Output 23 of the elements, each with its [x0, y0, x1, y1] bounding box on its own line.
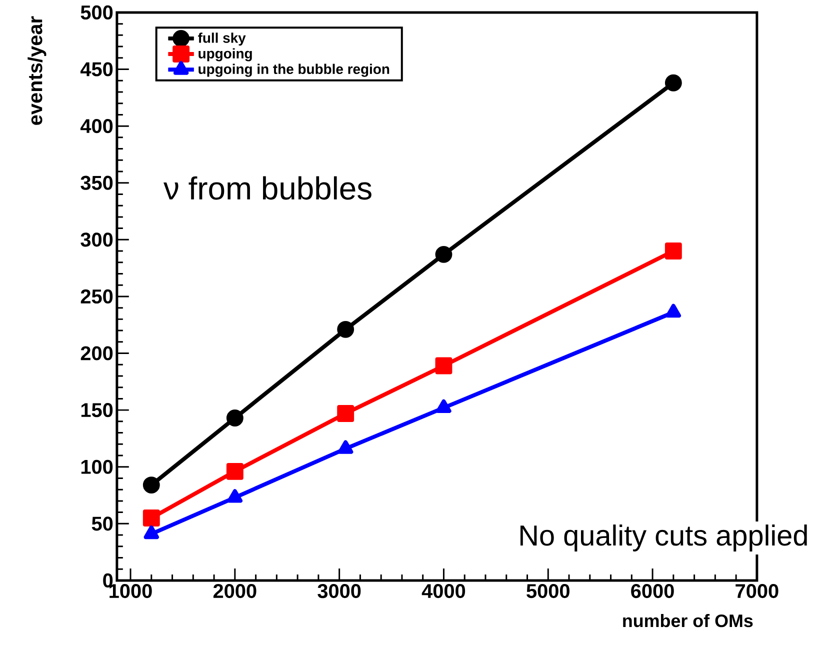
y-axis-title: events/year	[28, 16, 46, 125]
annotation: ν from bubbles	[164, 176, 372, 200]
legend-label: full sky	[198, 32, 246, 46]
x-tick-label: 2000	[213, 584, 256, 598]
x-tick-label: 3000	[318, 584, 361, 598]
y-tick-label: 400	[80, 119, 113, 134]
y-tick-label: 350	[80, 176, 113, 190]
x-tick-label: 7000	[736, 584, 778, 598]
y-tick-label: 300	[80, 232, 113, 247]
annotation: No quality cuts applied	[520, 524, 807, 552]
y-tick-label: 250	[80, 289, 113, 304]
legend-label: upgoing	[198, 48, 252, 62]
y-tick-label: 150	[81, 403, 113, 418]
y-tick-label: 50	[92, 516, 113, 531]
y-tick-label: 200	[80, 346, 113, 360]
x-tick-label: 5000	[526, 584, 570, 598]
legend-label: upgoing in the bubble region	[198, 64, 390, 77]
y-tick-label: 450	[80, 62, 113, 76]
x-tick-label: 4000	[422, 584, 466, 598]
x-axis-title: number of OMs	[623, 614, 753, 628]
y-tick-label: 500	[80, 5, 113, 20]
x-tick-label: 6000	[631, 584, 674, 598]
y-tick-label: 100	[81, 460, 113, 474]
